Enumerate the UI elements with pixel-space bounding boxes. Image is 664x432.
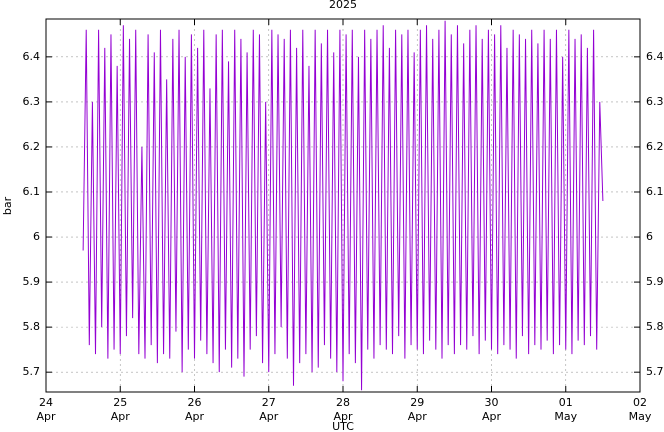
x-tick-label: 28 [336, 396, 350, 409]
y2-tick-label: 6.1 [646, 185, 664, 198]
x-tick-label: 26 [188, 396, 202, 409]
x-tick-label: 30 [485, 396, 499, 409]
y-tick-label: 6.3 [23, 95, 41, 108]
x-tick-label: 01 [559, 396, 573, 409]
x-tick-label: 29 [410, 396, 424, 409]
x-tick-label: Apr [259, 410, 279, 423]
x-tick-label: 25 [113, 396, 127, 409]
plot-border [45, 18, 641, 393]
x-tick-label: Apr [36, 410, 56, 423]
y2-tick-label: 6 [646, 230, 653, 243]
x-tick-label: Apr [482, 410, 502, 423]
chart-title: 2025 [329, 0, 357, 11]
x-tick-label: Apr [111, 410, 131, 423]
y-tick-label: 5.7 [23, 365, 41, 378]
x-tick-label: Apr [185, 410, 205, 423]
y2-tick-label: 5.8 [646, 320, 664, 333]
y-axis-label: bar [1, 196, 14, 215]
x-tick-label: Apr [333, 410, 353, 423]
y-tick-label: 6.1 [23, 185, 41, 198]
y2-tick-label: 5.7 [646, 365, 664, 378]
y-tick-label: 6 [33, 230, 40, 243]
y2-tick-label: 5.9 [646, 275, 664, 288]
y-tick-label: 5.8 [23, 320, 41, 333]
x-tick-label: May [554, 410, 577, 423]
y-tick-label: 5.9 [23, 275, 41, 288]
y-tick-label: 6.4 [23, 50, 41, 63]
x-tick-label: 02 [633, 396, 647, 409]
y2-tick-label: 6.2 [646, 140, 664, 153]
y2-tick-label: 6.3 [646, 95, 664, 108]
x-axis-label: UTC [332, 420, 354, 432]
y2-tick-label: 6.4 [646, 50, 664, 63]
x-tick-label: May [629, 410, 652, 423]
y-tick-label: 6.2 [23, 140, 41, 153]
data-line [82, 20, 604, 391]
x-tick-label: Apr [408, 410, 428, 423]
x-tick-label: 27 [262, 396, 276, 409]
x-tick-label: 24 [39, 396, 53, 409]
